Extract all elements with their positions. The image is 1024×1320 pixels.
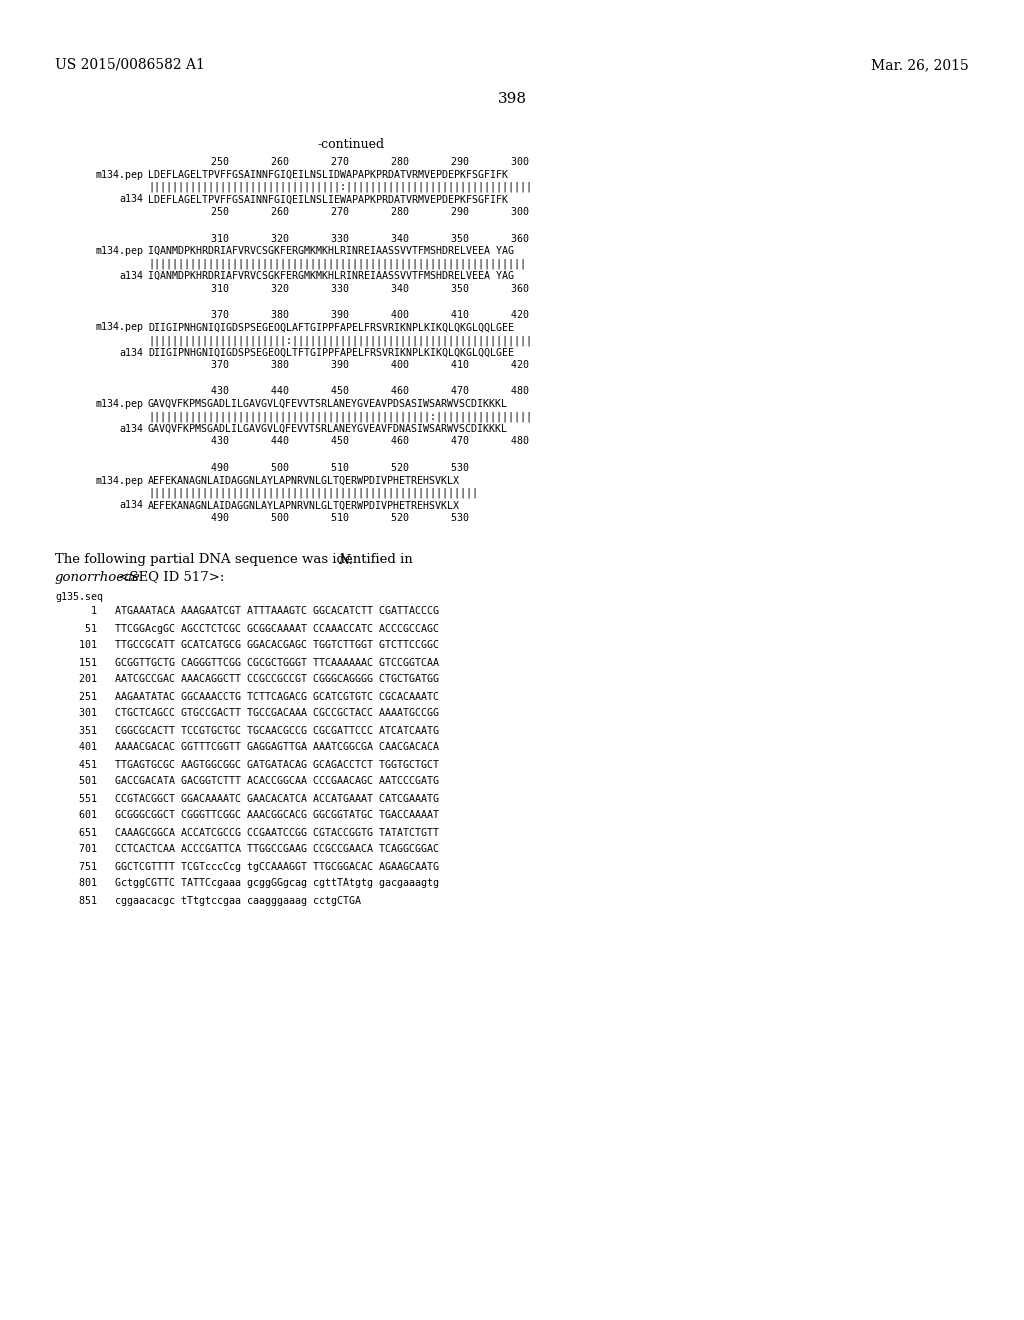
Text: 451   TTGAGTGCGC AAGTGGCGGC GATGATACAG GCAGACCTCT TGGTGCTGCT: 451 TTGAGTGCGC AAGTGGCGGC GATGATACAG GCA…: [55, 759, 439, 770]
Text: 851   cggaacacgc tTtgtccgaa caagggaaag cctgCTGA: 851 cggaacacgc tTtgtccgaa caagggaaag cct…: [55, 895, 361, 906]
Text: The following partial DNA sequence was identified in: The following partial DNA sequence was i…: [55, 553, 417, 566]
Text: 398: 398: [498, 92, 526, 106]
Text: 51   TTCGGAcgGC AGCCTCTCGC GCGGCAAAAT CCAAACCATC ACCCGCCAGC: 51 TTCGGAcgGC AGCCTCTCGC GCGGCAAAAT CCAA…: [55, 623, 439, 634]
Text: 651   CAAAGCGGCA ACCATCGCCG CCGAATCCGG CGTACCGGTG TATATCTGTT: 651 CAAAGCGGCA ACCATCGCCG CCGAATCCGG CGT…: [55, 828, 439, 837]
Text: gonorrhoeae: gonorrhoeae: [55, 570, 141, 583]
Text: g135.seq: g135.seq: [55, 593, 103, 602]
Text: 370       380       390       400       410       420: 370 380 390 400 410 420: [175, 310, 529, 319]
Text: 201   AATCGCCGAC AAACAGGCTT CCGCCGCCGT CGGGCAGGGG CTGCTGATGG: 201 AATCGCCGAC AAACAGGCTT CCGCCGCCGT CGG…: [55, 675, 439, 685]
Text: |||||||||||||||||||||||:||||||||||||||||||||||||||||||||||||||||: |||||||||||||||||||||||:||||||||||||||||…: [148, 335, 532, 346]
Text: AEFEKANAGNLAIDAGGNLAYLAPNRVNLGLTQERWPDIVPHETREHSVKLX: AEFEKANAGNLAIDAGGNLAYLAPNRVNLGLTQERWPDIV…: [148, 475, 460, 486]
Text: LDEFLAGELTPVFFGSAINNFGIQEILNSLIDWAPAPKPRDATVRMVEPDEPKFSGFIFK: LDEFLAGELTPVFFGSAINNFGIQEILNSLIDWAPAPKPR…: [148, 169, 508, 180]
Text: GAVQVFKPMSGADLILGAVGVLQFEVVTSRLANEYGVEAVPDSASIWSARWVSCDIKKKL: GAVQVFKPMSGADLILGAVGVLQFEVVTSRLANEYGVEAV…: [148, 399, 508, 409]
Text: -continued: -continued: [318, 139, 385, 150]
Text: US 2015/0086582 A1: US 2015/0086582 A1: [55, 58, 205, 73]
Text: 430       440       450       460       470       480: 430 440 450 460 470 480: [175, 437, 529, 446]
Text: a134: a134: [119, 194, 143, 205]
Text: DIIGIPNHGNIQIGDSPSEGEOQLTFTGIPPFAPELFRSVRIKNPLKIKQLQKGLQQLGEE: DIIGIPNHGNIQIGDSPSEGEOQLTFTGIPPFAPELFRSV…: [148, 347, 514, 358]
Text: 310       320       330       340       350       360: 310 320 330 340 350 360: [175, 284, 529, 293]
Text: N.: N.: [339, 553, 353, 566]
Text: m134.pep: m134.pep: [95, 169, 143, 180]
Text: DIIGIPNHGNIQIGDSPSEGEOQLAFTGIPPFAPELFRSVRIKNPLKIKQLQKGLQQLGEE: DIIGIPNHGNIQIGDSPSEGEOQLAFTGIPPFAPELFRSV…: [148, 322, 514, 333]
Text: IQANMDPKHRDRIAFVRVCSGKFERGMKMKHLRINREIAASSVVTFMSHDRELVEEA YAG: IQANMDPKHRDRIAFVRVCSGKFERGMKMKHLRINREIAA…: [148, 271, 514, 281]
Text: 250       260       270       280       290       300: 250 260 270 280 290 300: [175, 207, 529, 216]
Text: |||||||||||||||||||||||||||||||||||||||||||||||||||||||: ||||||||||||||||||||||||||||||||||||||||…: [148, 488, 478, 499]
Text: LDEFLAGELTPVFFGSAINNFGIQEILNSLIEWAPAPKPRDATVRMVEPDEPKFSGFIFK: LDEFLAGELTPVFFGSAINNFGIQEILNSLIEWAPAPKPR…: [148, 194, 508, 205]
Text: 551   CCGTACGGCT GGACAAAATC GAACACATCA ACCATGAAAT CATCGAAATG: 551 CCGTACGGCT GGACAAAATC GAACACATCA ACC…: [55, 793, 439, 804]
Text: 490       500       510       520       530: 490 500 510 520 530: [175, 463, 469, 473]
Text: 250       260       270       280       290       300: 250 260 270 280 290 300: [175, 157, 529, 168]
Text: a134: a134: [119, 424, 143, 434]
Text: a134: a134: [119, 271, 143, 281]
Text: 370       380       390       400       410       420: 370 380 390 400 410 420: [175, 360, 529, 370]
Text: 301   CTGCTCAGCC GTGCCGACTT TGCCGACAAA CGCCGCTACC AAAATGCCGG: 301 CTGCTCAGCC GTGCCGACTT TGCCGACAAA CGC…: [55, 709, 439, 718]
Text: 101   TTGCCGCATT GCATCATGCG GGACACGAGC TGGTCTTGGT GTCTTCCGGC: 101 TTGCCGCATT GCATCATGCG GGACACGAGC TGG…: [55, 640, 439, 651]
Text: 401   AAAACGACAC GGTTTCGGTT GAGGAGTTGA AAATCGGCGA CAACGACACA: 401 AAAACGACAC GGTTTCGGTT GAGGAGTTGA AAA…: [55, 742, 439, 752]
Text: a134: a134: [119, 347, 143, 358]
Text: Mar. 26, 2015: Mar. 26, 2015: [871, 58, 969, 73]
Text: 351   CGGCGCACTT TCCGTGCTGC TGCAACGCCG CGCGATTCCC ATCATCAATG: 351 CGGCGCACTT TCCGTGCTGC TGCAACGCCG CGC…: [55, 726, 439, 735]
Text: |||||||||||||||||||||||||||||||||||||||||||||||:||||||||||||||||: ||||||||||||||||||||||||||||||||||||||||…: [148, 412, 532, 422]
Text: 801   GctggCGTTC TATTCcgaaa gcggGGgcag cgttTAtgtg gacgaaagtg: 801 GctggCGTTC TATTCcgaaa gcggGGgcag cgt…: [55, 879, 439, 888]
Text: m134.pep: m134.pep: [95, 322, 143, 333]
Text: m134.pep: m134.pep: [95, 246, 143, 256]
Text: 751   GGCTCGTTTT TCGTcccCcg tgCCAAAGGT TTGCGGACAC AGAAGCAATG: 751 GGCTCGTTTT TCGTcccCcg tgCCAAAGGT TTG…: [55, 862, 439, 871]
Text: ||||||||||||||||||||||||||||||||:|||||||||||||||||||||||||||||||: ||||||||||||||||||||||||||||||||:|||||||…: [148, 182, 532, 193]
Text: 701   CCTCACTCAA ACCCGATTCA TTGGCCGAAG CCGCCGAACA TCAGGCGGAC: 701 CCTCACTCAA ACCCGATTCA TTGGCCGAAG CCG…: [55, 845, 439, 854]
Text: GAVQVFKPMSGADLILGAVGVLQFEVVTSRLANEYGVEAVFDNASIWSARWVSCDIKKKL: GAVQVFKPMSGADLILGAVGVLQFEVVTSRLANEYGVEAV…: [148, 424, 508, 434]
Text: m134.pep: m134.pep: [95, 475, 143, 486]
Text: 151   GCGGTTGCTG CAGGGTTCGG CGCGCTGGGT TTCAAAAAAC GTCCGGTCAA: 151 GCGGTTGCTG CAGGGTTCGG CGCGCTGGGT TTC…: [55, 657, 439, 668]
Text: AEFEKANAGNLAIDAGGNLAYLAPNRVNLGLTQERWPDIVPHETREHSVKLX: AEFEKANAGNLAIDAGGNLAYLAPNRVNLGLTQERWPDIV…: [148, 500, 460, 511]
Text: |||||||||||||||||||||||||||||||||||||||||||||||||||||||||||||||: ||||||||||||||||||||||||||||||||||||||||…: [148, 259, 526, 269]
Text: 310       320       330       340       350       360: 310 320 330 340 350 360: [175, 234, 529, 243]
Text: 490       500       510       520       530: 490 500 510 520 530: [175, 513, 469, 523]
Text: <SEQ ID 517>:: <SEQ ID 517>:: [114, 570, 224, 583]
Text: m134.pep: m134.pep: [95, 399, 143, 409]
Text: 501   GACCGACATA GACGGTCTTT ACACCGGCAA CCCGAACAGC AATCCCGATG: 501 GACCGACATA GACGGTCTTT ACACCGGCAA CCC…: [55, 776, 439, 787]
Text: 1   ATGAAATACA AAAGAATCGT ATTTAAAGTC GGCACATCTT CGATTACCCG: 1 ATGAAATACA AAAGAATCGT ATTTAAAGTC GGCAC…: [55, 606, 439, 616]
Text: 601   GCGGGCGGCT CGGGTTCGGC AAACGGCACG GGCGGTATGC TGACCAAAAT: 601 GCGGGCGGCT CGGGTTCGGC AAACGGCACG GGC…: [55, 810, 439, 821]
Text: a134: a134: [119, 500, 143, 511]
Text: 430       440       450       460       470       480: 430 440 450 460 470 480: [175, 387, 529, 396]
Text: IQANMDPKHRDRIAFVRVCSGKFERGMKMKHLRINREIAASSVVTFMSHDRELVEEA YAG: IQANMDPKHRDRIAFVRVCSGKFERGMKMKHLRINREIAA…: [148, 246, 514, 256]
Text: 251   AAGAATATAC GGCAAACCTG TCTTCAGACG GCATCGTGTC CGCACAAATC: 251 AAGAATATAC GGCAAACCTG TCTTCAGACG GCA…: [55, 692, 439, 701]
